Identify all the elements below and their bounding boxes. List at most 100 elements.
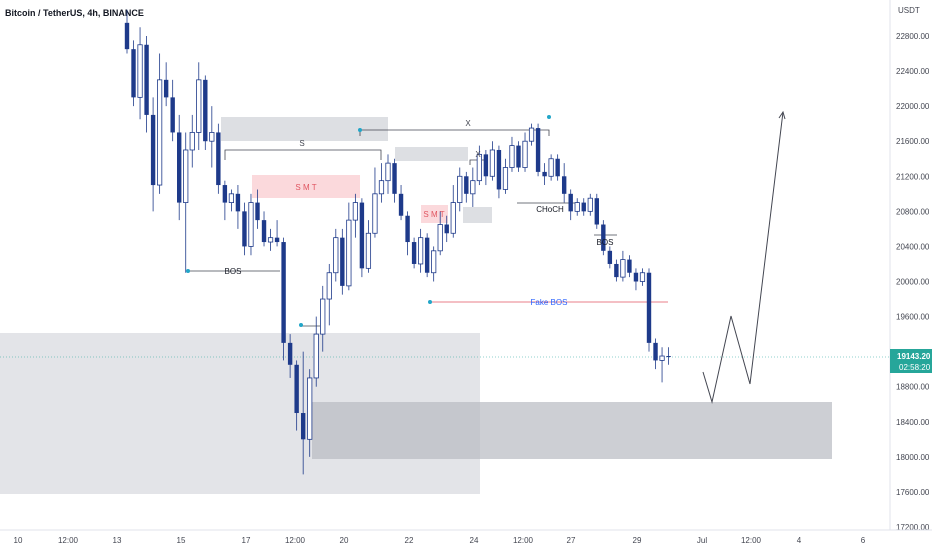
candle	[300, 351, 306, 475]
candle	[483, 149, 489, 186]
candle	[587, 193, 593, 216]
candle-body	[183, 149, 189, 203]
candle-body	[189, 132, 195, 151]
candle	[248, 193, 254, 256]
candle-body	[320, 298, 326, 335]
candle	[581, 198, 586, 216]
candle	[392, 158, 397, 203]
price-tick-label: 21200.00	[896, 172, 930, 181]
candle	[627, 255, 632, 278]
candle-body	[313, 333, 319, 379]
candle-body	[300, 413, 306, 440]
candle	[340, 228, 345, 295]
candle-body	[359, 202, 365, 269]
pivot-dot-x	[358, 128, 362, 132]
candle	[203, 75, 208, 150]
candle-body	[307, 377, 313, 440]
currency-label: USDT	[898, 6, 920, 15]
fake-bos-label: Fake BOS	[531, 298, 568, 307]
candle	[170, 79, 175, 142]
candle-body	[346, 219, 352, 287]
supply-zone-small	[395, 147, 468, 161]
candle	[209, 106, 215, 168]
smt-box-2	[421, 205, 448, 223]
candle-body	[150, 114, 156, 186]
candle-body	[235, 193, 241, 212]
candle	[255, 189, 260, 229]
x-label-top: X	[465, 119, 471, 128]
x-line	[359, 129, 550, 136]
candle-body	[274, 237, 280, 243]
price-tick-label: 20000.00	[896, 278, 930, 287]
price-tick-label: 18400.00	[896, 418, 930, 427]
candle-body	[470, 180, 476, 195]
candle-body	[267, 237, 274, 243]
candle	[444, 215, 449, 243]
candle-body	[476, 153, 482, 182]
candle-body	[411, 242, 417, 264]
candle-body	[601, 224, 606, 251]
candle	[450, 185, 456, 238]
time-tick-label: 12:00	[513, 536, 534, 545]
price-tick-label: 19600.00	[896, 313, 930, 322]
candle-body	[627, 259, 632, 273]
candle-body	[587, 197, 593, 212]
candle	[294, 360, 299, 431]
pivot-dot-top	[547, 115, 551, 119]
time-tick-label: 17	[242, 536, 251, 545]
candle-body	[444, 224, 449, 234]
candle	[424, 233, 430, 278]
price-tick-label: 22800.00	[896, 32, 930, 41]
candle	[359, 198, 365, 278]
projection-path	[702, 111, 784, 404]
candle	[216, 123, 221, 194]
candle	[659, 347, 665, 383]
s-label: S	[299, 139, 304, 148]
candle-body	[457, 175, 463, 203]
smt-box-1	[252, 175, 360, 198]
candle	[163, 62, 169, 107]
time-tick-label: 29	[633, 536, 642, 545]
candle	[464, 171, 469, 203]
candle	[131, 40, 136, 107]
candle	[574, 198, 580, 216]
candle	[476, 145, 482, 186]
candle-body	[483, 154, 489, 177]
time-tick-label: 15	[177, 536, 186, 545]
time-tick-label: 10	[14, 536, 23, 545]
candle	[274, 220, 280, 247]
candle	[267, 228, 274, 251]
pivot-dot-bos	[186, 269, 190, 273]
candle-body	[535, 128, 541, 172]
candle-body	[502, 167, 509, 190]
candle-body	[594, 198, 599, 225]
candle	[555, 154, 560, 181]
price-tick-label: 21600.00	[896, 137, 930, 146]
candle-body	[378, 180, 385, 195]
candle	[157, 53, 163, 194]
candle	[470, 167, 476, 207]
time-axis: 10 12:00 13 15 17 12:00 20 22 24 12:00 27 29 Jul 12:0…	[14, 536, 866, 545]
candle-body	[131, 49, 136, 98]
pivot-dot-low	[299, 323, 303, 327]
candle	[281, 237, 286, 361]
candle-body	[607, 250, 613, 264]
candle	[548, 154, 554, 181]
candle	[568, 189, 573, 221]
candle-body	[170, 97, 175, 133]
candle-body	[555, 158, 560, 177]
time-tick-label: 13	[113, 536, 122, 545]
time-tick-label: 4	[797, 536, 802, 545]
candle	[189, 114, 195, 168]
candle	[496, 145, 502, 199]
price-tick-label: 22000.00	[896, 102, 930, 111]
time-tick-label: 12:00	[285, 536, 306, 545]
candle	[346, 202, 352, 291]
candle-body	[633, 272, 639, 282]
candle	[509, 136, 515, 172]
candle	[352, 193, 358, 238]
candle-body	[496, 149, 502, 190]
candle-body	[209, 132, 215, 142]
time-tick-label: 24	[470, 536, 479, 545]
time-tick-label: 27	[567, 536, 576, 545]
